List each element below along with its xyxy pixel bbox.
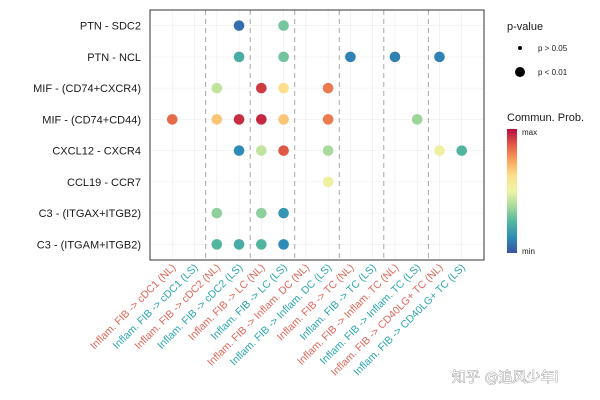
y-tick-label: MIF - (CD74+CXCR4) [33, 83, 141, 95]
data-point [256, 239, 267, 250]
data-point [278, 114, 289, 125]
data-point [166, 114, 178, 125]
y-tick-label: CXCL12 - CXCR4 [52, 146, 141, 158]
size-legend-item-1: p > 0.05 [538, 44, 568, 53]
color-legend-title: Commun. Prob. [507, 112, 584, 124]
y-tick-label: C3 - (ITGAX+ITGB2) [39, 208, 141, 220]
color-legend-max: max [522, 128, 537, 137]
watermark: 知乎 @追风少年i [452, 369, 558, 386]
color-legend-min: min [522, 247, 535, 256]
data-point [322, 176, 334, 188]
data-point [278, 82, 289, 94]
data-point [434, 51, 445, 63]
data-point [256, 114, 267, 125]
y-axis-labels: PTN - SDC2 PTN - NCL MIF - (CD74+CXCR4) MIF… [33, 21, 141, 252]
size-legend-small-dot [518, 46, 522, 50]
data-point [256, 82, 267, 94]
color-legend-bar [507, 129, 517, 253]
legend: p-value p > 0.05 p < 0.01 Commun. Prob. … [507, 21, 584, 256]
data-point [233, 239, 245, 250]
size-legend-large-dot [515, 67, 525, 77]
data-point [278, 207, 289, 219]
data-point [322, 145, 334, 156]
separator-layer [205, 10, 429, 260]
size-legend-title: p-value [507, 21, 543, 33]
y-tick-label: CCL19 - CCR7 [67, 177, 141, 189]
data-point [322, 82, 334, 94]
data-point [278, 145, 289, 156]
data-point [211, 207, 223, 219]
data-point [211, 239, 223, 250]
y-tick-label: MIF - (CD74+CD44) [42, 114, 141, 126]
y-tick-label: PTN - SDC2 [80, 21, 141, 33]
data-point [211, 114, 223, 125]
data-point [233, 114, 245, 125]
y-tick-label: C3 - (ITGAM+ITGB2) [37, 239, 141, 251]
data-point [233, 20, 245, 31]
data-point [278, 239, 289, 250]
y-tick-label: PTN - NCL [87, 52, 141, 64]
data-point [256, 207, 267, 219]
grid-layer [150, 10, 484, 260]
data-points [166, 20, 468, 250]
data-point [256, 145, 267, 156]
data-point [211, 82, 223, 94]
data-point [411, 114, 423, 125]
data-point [456, 145, 468, 156]
data-point [389, 51, 401, 63]
data-point [278, 20, 289, 31]
data-point [434, 145, 445, 156]
data-point [233, 145, 245, 156]
data-point [278, 51, 289, 63]
x-axis-labels: Inflam. FIB -> cDC1 (NL)Inflam. FIB -> c… [88, 262, 468, 379]
data-point [345, 51, 356, 63]
size-legend-item-2: p < 0.01 [538, 68, 568, 77]
panel-border [149, 9, 485, 261]
data-point [322, 114, 334, 125]
data-point [233, 51, 245, 63]
